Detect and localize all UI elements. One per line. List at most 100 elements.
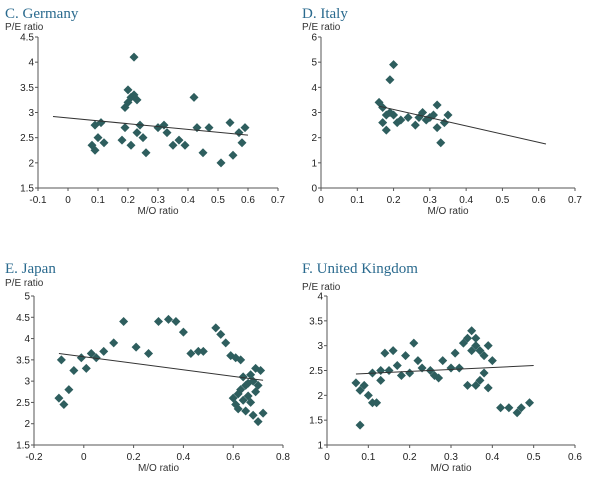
x-tick-label: 0.3 [423,195,437,206]
data-point [396,115,406,125]
data-point [54,393,64,403]
y-tick-label: 3 [24,377,30,388]
data-point [483,383,493,393]
data-point [432,123,442,133]
data-point [471,333,481,343]
data-point [132,128,142,138]
data-point [76,353,86,363]
data-point [241,406,251,416]
x-tick-label: 0 [65,195,71,206]
data-point [131,342,141,352]
x-tick-label: 0.2 [127,452,141,463]
data-point [396,370,406,380]
data-point [168,140,178,150]
data-point [479,351,489,361]
data-point [141,148,151,158]
x-axis-label: M/O ratio [430,463,472,474]
x-axis-label: M/O ratio [427,206,469,217]
x-tick-label: 0.5 [527,452,541,463]
y-tick-label: 1.5 [309,416,323,427]
data-point [253,380,263,390]
data-point [56,355,66,365]
data-point [438,356,448,366]
data-point [378,118,388,128]
data-point [410,120,420,130]
data-point [525,398,535,408]
data-point [355,385,365,395]
data-point [246,397,256,407]
y-tick-label: 3.5 [16,355,30,366]
data-point [418,108,428,117]
y-axis-label: P/E ratio [302,282,341,293]
data-point [119,317,129,327]
y-tick-label: 2 [311,133,317,144]
data-point [463,333,473,343]
y-tick-label: 2.5 [309,366,323,377]
data-point [123,85,133,95]
data-point [428,110,438,120]
x-tick-label: 0.4 [485,452,499,463]
panel-title: E. Japan [5,261,56,277]
y-tick-label: 4 [317,292,323,303]
y-tick-label: 5 [311,58,317,69]
data-point [211,323,221,333]
data-point [384,366,394,375]
data-point [253,417,263,427]
data-point [174,135,184,145]
x-tick-label: 0.3 [444,452,458,463]
x-tick-label: 0.5 [495,195,509,206]
x-tick-label: 0.2 [121,195,135,206]
y-tick-label: 3.5 [309,316,323,327]
panel-title: C. Germany [5,6,79,22]
panel-title: F. United Kingdom [302,261,418,277]
y-tick-label: 1.5 [20,184,34,195]
data-point [409,338,419,348]
y-tick-label: 3.5 [20,83,34,94]
data-point [458,338,468,348]
data-point [450,348,460,358]
data-point [109,338,119,348]
y-tick-label: 4.5 [16,313,30,324]
trend-line [52,116,249,136]
data-point [436,138,446,148]
x-tick-label: 0.1 [361,452,375,463]
x-tick-label: 0.2 [403,452,417,463]
data-point [228,150,238,160]
data-point [363,390,373,400]
data-point [516,403,526,413]
data-point [471,341,481,351]
y-tick-label: 3 [317,341,323,352]
data-point [186,348,196,358]
data-point [193,346,203,356]
y-tick-label: 4 [311,83,317,94]
data-point [359,380,369,390]
data-point [446,363,456,373]
data-point [221,338,231,348]
data-point [225,118,235,128]
y-tick-label: 5 [24,292,30,303]
data-point [178,327,188,337]
y-tick-label: 2 [28,158,34,169]
data-point [463,380,473,390]
data-point [405,368,415,378]
data-point [236,355,246,365]
x-tick-label: 0.7 [271,195,285,206]
data-point [258,408,268,418]
data-point [132,95,142,105]
data-point [479,368,489,378]
x-tick-label: 0.1 [350,195,364,206]
data-point [163,314,173,324]
data-point [120,123,130,133]
data-point [99,138,109,148]
data-point [403,113,413,123]
data-point [192,123,202,133]
y-tick-label: 3 [311,108,317,119]
trend-line [378,105,547,145]
data-point [154,317,163,327]
data-point [389,110,399,120]
data-point [59,400,69,410]
data-point [138,133,148,143]
data-point [432,100,442,110]
data-point [351,378,361,388]
